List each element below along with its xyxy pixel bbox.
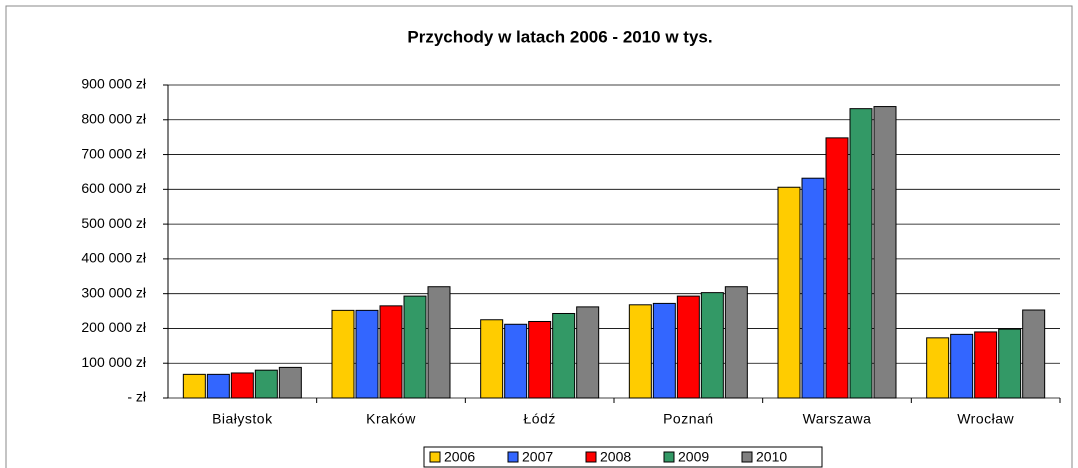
bar xyxy=(873,106,897,399)
bar xyxy=(576,306,600,399)
legend-label: 2010 xyxy=(756,449,787,465)
bar xyxy=(480,319,504,399)
bar xyxy=(777,186,801,399)
bar xyxy=(230,372,254,399)
legend-swatch xyxy=(429,451,441,463)
bar xyxy=(331,309,355,399)
bar xyxy=(825,137,849,399)
bar xyxy=(676,295,700,399)
y-tick-label: 500 000 zł xyxy=(81,215,146,231)
legend-swatch xyxy=(507,451,519,463)
x-tick-label: Warszawa xyxy=(803,411,872,427)
legend-label: 2007 xyxy=(522,449,553,465)
legend-label: 2008 xyxy=(600,449,631,465)
bar xyxy=(926,337,950,399)
bar xyxy=(974,331,998,399)
bar xyxy=(254,369,278,399)
bar xyxy=(652,302,676,399)
bar xyxy=(504,323,528,399)
y-tick-label: 300 000 zł xyxy=(81,284,146,300)
chart-title: Przychody w latach 2006 - 2010 w tys. xyxy=(407,27,712,46)
y-tick-label: 600 000 zł xyxy=(81,180,146,196)
legend-box xyxy=(423,446,823,468)
bar xyxy=(278,366,302,399)
x-tick-label: Białystok xyxy=(212,411,273,427)
bar xyxy=(700,292,724,399)
bar xyxy=(849,108,873,399)
x-tick-label: Poznań xyxy=(663,411,713,427)
bar xyxy=(379,305,403,399)
x-tick-label: Wrocław xyxy=(957,411,1014,427)
bar xyxy=(628,304,652,399)
bar xyxy=(403,295,427,399)
bar xyxy=(552,312,576,399)
legend-swatch xyxy=(585,451,597,463)
legend-swatch xyxy=(741,451,753,463)
legend-label: 2006 xyxy=(444,449,475,465)
bar xyxy=(801,177,825,399)
y-tick-label: 700 000 zł xyxy=(81,145,146,161)
bar xyxy=(998,328,1022,399)
bar xyxy=(206,373,230,399)
legend-swatch xyxy=(663,451,675,463)
y-tick-label: 900 000 zł xyxy=(81,76,146,92)
bar xyxy=(528,320,552,399)
y-tick-label: - zł xyxy=(127,389,147,405)
bar xyxy=(427,286,451,399)
bar xyxy=(182,373,206,399)
bar xyxy=(950,333,974,399)
bar xyxy=(724,286,748,399)
bar xyxy=(355,309,379,399)
y-tick-label: 200 000 zł xyxy=(81,319,146,335)
x-tick-label: Kraków xyxy=(366,411,416,427)
chart-frame xyxy=(5,5,1073,468)
y-tick-label: 800 000 zł xyxy=(81,110,146,126)
x-tick-label: Łódź xyxy=(523,411,555,427)
bar xyxy=(1022,309,1046,399)
y-tick-label: 100 000 zł xyxy=(81,354,146,370)
y-tick-label: 400 000 zł xyxy=(81,250,146,266)
legend-label: 2009 xyxy=(678,449,709,465)
